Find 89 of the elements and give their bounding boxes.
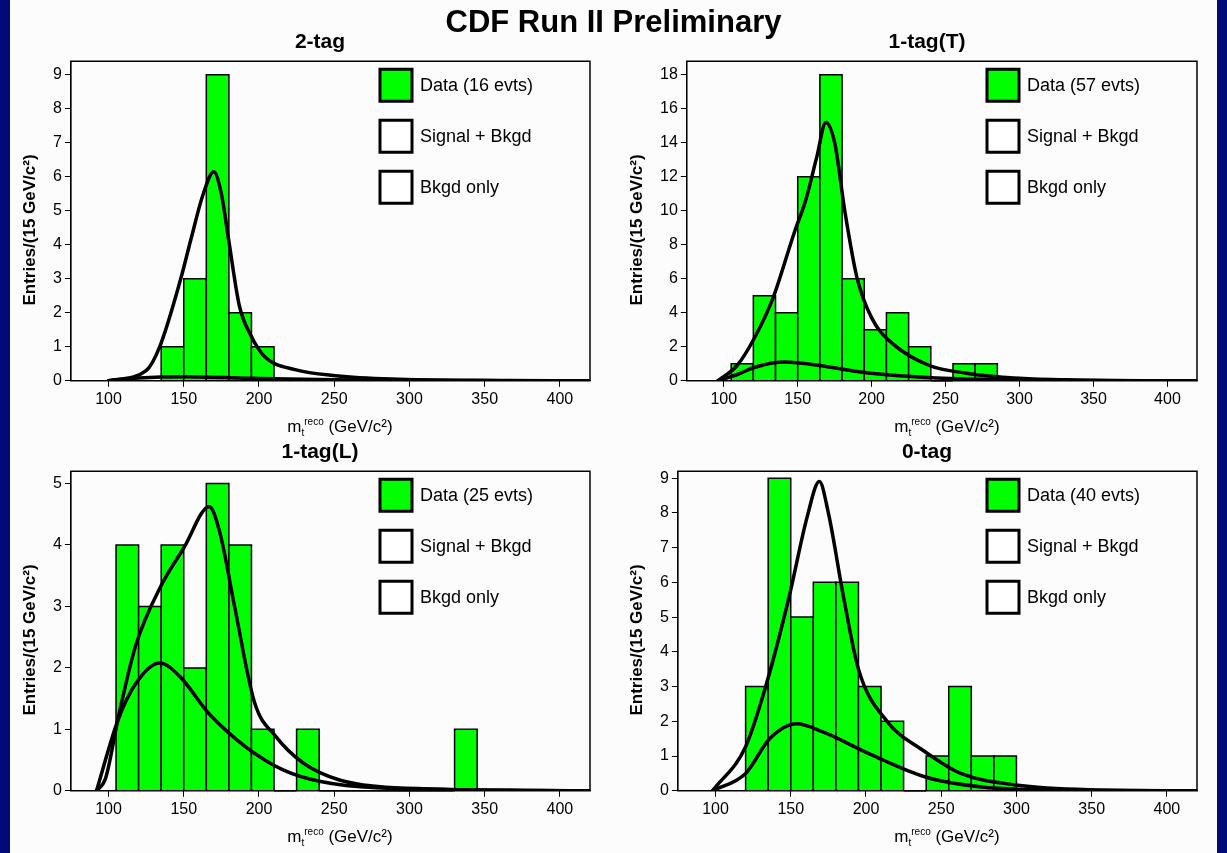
x-tick-label: 150 — [170, 799, 198, 817]
chart-title: 2-tag — [294, 29, 346, 53]
x-tick-label: 400 — [1154, 389, 1181, 407]
y-tick-label: 7 — [659, 538, 669, 556]
y-tick-label: 16 — [660, 99, 678, 117]
x-tick-label: 100 — [710, 389, 738, 407]
x-tick-label: 200 — [245, 799, 273, 817]
y-tick-label: 12 — [660, 167, 678, 185]
legend-label: Signal + Bkgd — [1027, 126, 1139, 147]
y-tick-label: 18 — [660, 65, 678, 83]
y-axis-title: Entries/(15 GeV/c²) — [20, 153, 40, 308]
x-tick-label: 400 — [546, 389, 574, 407]
x-tick-label: 300 — [396, 799, 423, 817]
legend-label: Signal + Bkgd — [420, 126, 532, 147]
x-tick-label: 150 — [777, 799, 805, 817]
x-tick-label: 100 — [702, 799, 729, 817]
y-tick-label: 8 — [659, 503, 669, 521]
y-tick-label: 5 — [659, 607, 669, 625]
y-tick-label: 4 — [52, 235, 62, 253]
y-tick-label: 2 — [668, 337, 678, 355]
legend-label: Signal + Bkgd — [1027, 536, 1139, 557]
legend-label: Bkgd only — [1027, 177, 1107, 198]
x-tick-label: 250 — [320, 799, 348, 817]
y-tick-label: 5 — [52, 473, 62, 491]
x-tick-label: 400 — [1153, 799, 1181, 817]
y-tick-label: 4 — [659, 642, 669, 660]
y-tick-label: 0 — [659, 781, 669, 799]
y-tick-label: 7 — [52, 133, 62, 151]
y-tick-label: 3 — [659, 676, 669, 694]
y-axis-title: Entries/(15 GeV/c²) — [627, 563, 647, 718]
x-tick-label: 300 — [1003, 799, 1030, 817]
y-tick-label: 14 — [660, 133, 678, 151]
x-tick-label: 400 — [546, 799, 574, 817]
text: CDF Run II Preliminary — [445, 4, 782, 39]
x-tick-label: 350 — [1080, 389, 1107, 407]
chart-title: 1-tag(L) — [281, 439, 359, 463]
x-tick-label: 350 — [471, 799, 499, 817]
x-tick-label: 300 — [1006, 389, 1033, 407]
y-tick-label: 10 — [660, 201, 678, 219]
y-tick-label: 2 — [659, 711, 669, 729]
x-tick-label: 300 — [396, 389, 423, 407]
x-tick-label: 250 — [932, 389, 960, 407]
y-tick-label: 2 — [52, 658, 62, 676]
y-tick-label: 0 — [52, 371, 62, 389]
y-tick-label: 4 — [52, 535, 62, 553]
y-axis-title: Entries/(15 GeV/c²) — [20, 563, 40, 718]
x-tick-label: 150 — [170, 389, 198, 407]
x-axis-title: m$_{t}$$^{reco}$ (GeV/c²) — [893, 415, 1001, 438]
y-tick-label: 1 — [52, 337, 62, 355]
y-tick-label: 4 — [668, 303, 678, 321]
y-tick-label: 9 — [52, 65, 62, 83]
x-axis-title: m$_{t}$$^{reco}$ (GeV/c²) — [893, 825, 1001, 848]
y-tick-label: 6 — [668, 269, 678, 287]
x-tick-label: 100 — [95, 389, 122, 407]
y-tick-label: 6 — [52, 167, 62, 185]
legend-label: Signal + Bkgd — [420, 536, 532, 557]
y-tick-label: 3 — [52, 269, 62, 287]
y-tick-label: 5 — [52, 201, 62, 219]
y-tick-label: 1 — [659, 746, 669, 764]
x-tick-label: 200 — [858, 389, 886, 407]
y-tick-label: 3 — [52, 596, 62, 614]
y-tick-label: 8 — [52, 99, 62, 117]
y-axis-title: Entries/(15 GeV/c²) — [627, 153, 647, 308]
x-tick-label: 200 — [245, 389, 273, 407]
y-tick-label: 0 — [52, 781, 62, 799]
x-tick-label: 350 — [1078, 799, 1106, 817]
y-tick-label: 0 — [668, 371, 678, 389]
x-tick-label: 150 — [784, 389, 812, 407]
legend-label: Data (16 evts) — [420, 75, 534, 96]
legend-label: Data (57 evts) — [1027, 75, 1141, 96]
x-tick-label: 100 — [95, 799, 122, 817]
y-tick-label: 2 — [52, 303, 62, 321]
chart-title: 0-tag — [901, 439, 953, 463]
y-tick-label: 6 — [659, 572, 669, 590]
y-tick-label: 1 — [52, 719, 62, 737]
x-tick-label: 200 — [852, 799, 880, 817]
legend-label: Bkgd only — [420, 177, 500, 198]
x-axis-title: m$_{t}$$^{reco}$ (GeV/c²) — [286, 415, 394, 438]
y-tick-label: 9 — [659, 468, 669, 486]
chart-title: 1-tag(T) — [888, 29, 966, 53]
legend-label: Data (25 evts) — [420, 485, 534, 506]
x-tick-label: 250 — [927, 799, 955, 817]
x-tick-label: 350 — [471, 389, 499, 407]
legend-label: Data (40 evts) — [1027, 485, 1141, 506]
y-tick-label: 8 — [668, 235, 678, 253]
legend-label: Bkgd only — [1027, 587, 1107, 608]
x-tick-label: 250 — [320, 389, 348, 407]
legend-label: Bkgd only — [420, 587, 500, 608]
x-axis-title: m$_{t}$$^{reco}$ (GeV/c²) — [286, 825, 394, 848]
